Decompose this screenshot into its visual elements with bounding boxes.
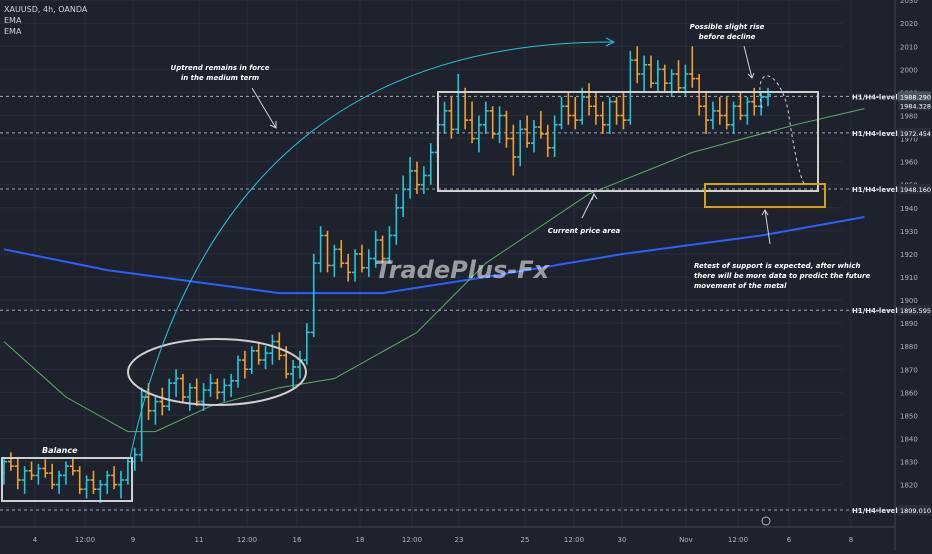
x-tick-label: 12:00 <box>75 536 95 544</box>
level-label: H1/H4-level <box>852 307 898 315</box>
x-tick-label: Nov <box>679 536 693 544</box>
retest-arrow <box>761 209 771 245</box>
symbol-title: XAUUSD, 4h, OANDA <box>4 5 88 14</box>
y-tick-label: 1860 <box>900 389 918 397</box>
level-label: H1/H4-level <box>852 507 898 515</box>
trend-arc-arrowhead <box>605 37 616 47</box>
price-tag-label: 1948.160 <box>900 186 931 194</box>
current-area-note: Current price area <box>548 227 621 235</box>
indicator-ema-1[interactable]: EMA <box>4 16 22 25</box>
price-tag-bg <box>898 100 931 111</box>
grid <box>0 0 852 527</box>
y-tick-label: 1960 <box>900 159 918 167</box>
x-tick-label: 12:00 <box>402 536 422 544</box>
retest-note-line-3: movement of the metal <box>694 282 787 290</box>
consolidation-ellipse <box>127 338 307 406</box>
y-tick-label: 2010 <box>900 43 918 51</box>
candle-layer <box>1 46 771 504</box>
x-tick-label: 16 <box>293 536 302 544</box>
price-tag-label: 1984.328 <box>900 103 931 111</box>
x-tick-label: 9 <box>131 536 135 544</box>
price-tag-bg <box>898 127 931 138</box>
trend-arc <box>129 41 613 459</box>
balance-label: Balance <box>42 446 78 455</box>
rise-note-line-2: before decline <box>699 33 756 41</box>
x-tick-label: 6 <box>787 536 792 544</box>
uptrend-arrow <box>251 87 277 129</box>
symbol-info: XAUUSD, 4h, OANDA EMA EMA <box>4 4 87 37</box>
y-tick-label: 1850 <box>900 412 918 420</box>
indicator-ema-2[interactable]: EMA <box>4 27 22 36</box>
uptrend-note-line-2: in the medium term <box>181 74 259 82</box>
y-tick-label: 1970 <box>900 136 918 144</box>
y-tick-label: 1910 <box>900 274 918 282</box>
x-tick-label: 11 <box>195 536 204 544</box>
y-tick-label: 1830 <box>900 459 918 467</box>
price-tag-bg <box>898 305 931 316</box>
event-marker-icon <box>761 516 771 526</box>
current-price-box <box>437 91 819 192</box>
rise-note-line-1: Possible slight rise <box>690 23 765 31</box>
x-tick-label: 25 <box>521 536 530 544</box>
price-tag-label: 1809.010 <box>900 507 931 515</box>
ema-slow-line <box>3 216 865 295</box>
price-tag-bg <box>898 504 931 515</box>
level-label: H1/H4-level <box>852 186 898 194</box>
x-tick-label: 18 <box>356 536 365 544</box>
rise-arrow <box>743 45 755 79</box>
retest-note-line-2: there will be more data to predict the f… <box>694 272 870 280</box>
x-tick-label: 12:00 <box>728 536 748 544</box>
x-tick-label: 12:00 <box>564 536 584 544</box>
y-tick-label: 1840 <box>900 435 918 443</box>
watermark-text: TradePlus-Fx <box>375 256 551 284</box>
price-tag-label: 1972.454 <box>900 130 931 138</box>
y-tick-label: 1900 <box>900 297 918 305</box>
ema-layer <box>3 108 865 433</box>
x-tick-label: 12:00 <box>237 536 257 544</box>
level-layer: H1/H4-level H1/H4-level H1/H4-level H1/H4-l… <box>0 93 898 515</box>
x-tick-label: 4 <box>33 536 38 544</box>
y-tick-label: 1930 <box>900 228 918 236</box>
annotation-layer: Balance Uptrend remains in force in the me… <box>1 23 870 502</box>
level-label: H1/H4-level <box>852 130 898 138</box>
price-tag-label: 1988.290 <box>900 93 931 101</box>
y-tick-label: 2000 <box>900 66 918 74</box>
y-tick-label: 1920 <box>900 251 918 259</box>
y-tick-label: 1940 <box>900 205 918 213</box>
level-label: H1/H4-level <box>852 93 898 101</box>
y-tick-label: 1980 <box>900 113 918 121</box>
ema-fast-line <box>3 108 865 433</box>
y-tick-label: 1820 <box>900 482 918 490</box>
y-tick-label: 1870 <box>900 366 918 374</box>
support-box <box>704 183 826 208</box>
x-tick-label: 30 <box>618 536 627 544</box>
y-tick-label: 2030 <box>900 0 918 5</box>
price-tag-label: 1895.595 <box>900 307 931 315</box>
price-tag-bg <box>898 183 931 194</box>
y-tick-label: 2020 <box>900 20 918 28</box>
x-tick-label: 8 <box>849 536 853 544</box>
uptrend-note-line-1: Uptrend remains in force <box>171 64 270 72</box>
balance-box <box>1 457 133 502</box>
retest-note-line-1: Retest of support is expected, after whi… <box>694 262 860 270</box>
current-area-arrow <box>581 192 598 219</box>
x-tick-label: 23 <box>455 536 464 544</box>
y-tick-label: 1890 <box>900 320 918 328</box>
y-tick-label: 1880 <box>900 343 918 351</box>
